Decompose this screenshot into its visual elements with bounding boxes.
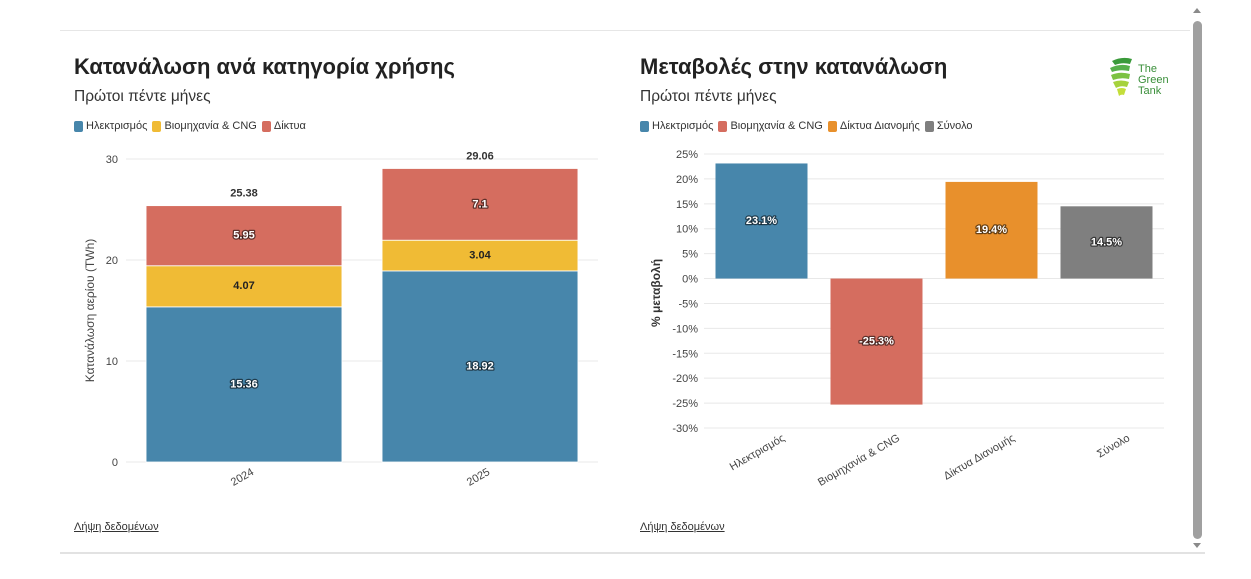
- change-bar: [1060, 206, 1153, 279]
- legend-label: Βιομηχανία & CNG: [164, 120, 257, 132]
- y-tick-label: 10%: [676, 224, 698, 236]
- legend-item-electricity[interactable]: Ηλεκτρισμός: [74, 120, 147, 132]
- total-label: 25.38: [230, 188, 258, 200]
- bar-segment: [145, 306, 343, 463]
- green-tank-logo: The Green Tank: [1108, 55, 1172, 101]
- logo-text-line: Green: [1138, 74, 1169, 86]
- scroll-up-arrow-icon[interactable]: [1193, 8, 1201, 13]
- legend-label: Σύνολο: [936, 120, 973, 132]
- legend-swatch: [261, 120, 271, 132]
- left-chart-title: Κατανάλωση ανά κατηγορία χρήσης: [74, 54, 455, 79]
- x-tick-label: Βιομηχανία & CNG: [816, 432, 902, 489]
- data-label: -25.3%: [859, 335, 894, 347]
- y-tick-label: 0%: [682, 274, 698, 286]
- data-label: 15.36: [230, 378, 258, 390]
- change-bar: [715, 163, 808, 279]
- y-tick-label: 15%: [676, 199, 698, 211]
- right-download-data-link[interactable]: Λήψη δεδομένων: [640, 521, 725, 533]
- y-axis-title: % μεταβολή: [649, 259, 663, 327]
- data-label: 19.4%: [976, 224, 1007, 236]
- y-tick-label: 30: [106, 154, 118, 166]
- right-chart-legend: Ηλεκτρισμός Βιομηχανία & CNG Δίκτυα Διαν…: [640, 120, 978, 132]
- legend-item-industry[interactable]: Βιομηχανία & CNG: [152, 120, 257, 132]
- data-label: 4.07: [233, 280, 254, 292]
- x-tick-label: Ηλεκτρισμός: [728, 432, 787, 473]
- y-tick-label: -25%: [672, 398, 698, 410]
- change-bar: [830, 278, 923, 405]
- bar-segment: [381, 168, 579, 241]
- legend-swatch: [924, 120, 934, 132]
- y-tick-label: -30%: [672, 423, 698, 435]
- legend-swatch: [152, 120, 162, 132]
- y-tick-label: 10: [106, 356, 118, 368]
- legend-swatch: [640, 120, 649, 132]
- y-axis-title: Κατανάλωση αερίου (TWh): [83, 239, 97, 383]
- legend-label: Ηλεκτρισμός: [86, 120, 148, 132]
- top-divider: [60, 30, 1190, 31]
- total-label: 29.06: [466, 150, 494, 162]
- data-label: 5.95: [233, 230, 254, 242]
- legend-label: Δίκτυα Διανομής: [839, 120, 920, 132]
- bottom-divider: [60, 552, 1205, 554]
- right-chart-panel: Μεταβολές στην κατανάλωση Πρώτοι πέντε μ…: [640, 30, 1200, 550]
- left-chart-panel: Κατανάλωση ανά κατηγορία χρήσης Πρώτοι π…: [74, 30, 634, 550]
- bar-segment: [381, 270, 579, 463]
- legend-item-industry[interactable]: Βιομηχανία & CNG: [718, 120, 823, 132]
- y-tick-label: -5%: [678, 298, 698, 310]
- data-label: 23.1%: [746, 215, 777, 227]
- legend-item-networks[interactable]: Δίκτυα: [261, 120, 306, 132]
- right-change-bar-chart: 25% 20% 15% 10% 5% 0% -5% -10% -15% -20% -25% -30%%…: [649, 149, 1164, 489]
- right-chart-title: Μεταβολές στην κατανάλωση: [640, 54, 948, 79]
- bar-segment: [145, 265, 343, 308]
- y-tick-label: 25%: [676, 149, 698, 161]
- y-tick-label: -15%: [672, 348, 698, 360]
- legend-label: Ηλεκτρισμός: [652, 120, 714, 132]
- green-tank-logo-icon: [1110, 57, 1132, 96]
- vertical-scrollbar[interactable]: [1191, 8, 1205, 550]
- logo-text-line: Tank: [1138, 85, 1162, 97]
- y-tick-label: -10%: [672, 323, 698, 335]
- legend-swatch: [827, 120, 837, 132]
- x-tick-label: 2025: [465, 466, 492, 489]
- legend-label: Δίκτυα: [273, 120, 306, 132]
- data-label: 14.5%: [1091, 236, 1122, 248]
- left-download-data-link[interactable]: Λήψη δεδομένων: [74, 521, 159, 533]
- data-label: 18.92: [466, 360, 494, 372]
- legend-item-distribution[interactable]: Δίκτυα Διανομής: [827, 120, 920, 132]
- y-tick-label: -20%: [672, 373, 698, 385]
- x-tick-label: 2024: [229, 466, 256, 489]
- left-chart-subtitle: Πρώτοι πέντε μήνες: [74, 88, 211, 105]
- legend-swatch: [74, 120, 83, 132]
- data-label: 3.04: [469, 249, 491, 261]
- scroll-down-arrow-icon[interactable]: [1193, 543, 1201, 548]
- x-tick-label: Σύνολο: [1095, 432, 1132, 460]
- right-chart-subtitle: Πρώτοι πέντε μήνες: [640, 88, 777, 105]
- y-tick-label: 20%: [676, 174, 698, 186]
- legend-item-total[interactable]: Σύνολο: [924, 120, 973, 132]
- bar-segment: [145, 205, 343, 267]
- left-chart-legend: Ηλεκτρισμός Βιομηχανία & CNG Δίκτυα: [74, 120, 311, 132]
- y-tick-label: 5%: [682, 249, 698, 261]
- legend-swatch: [718, 120, 728, 132]
- logo-text-line: The: [1138, 63, 1157, 75]
- x-tick-label: Δίκτυα Διανομής: [942, 432, 1017, 482]
- legend-label: Βιομηχανία & CNG: [730, 120, 823, 132]
- change-bar: [945, 181, 1038, 279]
- left-stacked-bar-chart: 0 10 20 30 Κατανάλωση αερίου (TWh) 15.36 4.07 5…: [83, 150, 598, 489]
- bar-segment: [381, 239, 579, 272]
- logo-text: The Green Tank: [1138, 64, 1169, 97]
- y-tick-label: 0: [112, 457, 118, 469]
- data-label: 7.1: [472, 198, 487, 210]
- scrollbar-thumb[interactable]: [1193, 21, 1202, 539]
- legend-item-electricity[interactable]: Ηλεκτρισμός: [640, 120, 713, 132]
- y-tick-label: 20: [106, 255, 118, 267]
